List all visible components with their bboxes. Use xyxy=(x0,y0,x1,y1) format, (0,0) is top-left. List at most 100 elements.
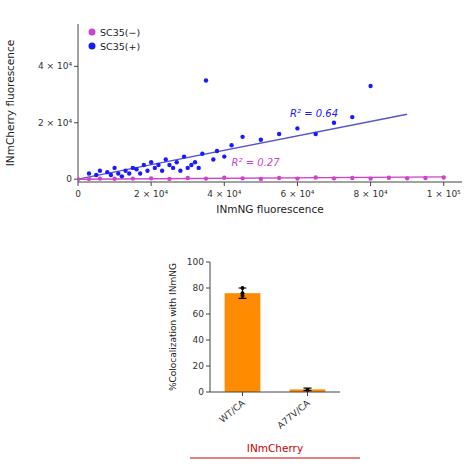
x-axis-label: INmCherry xyxy=(247,442,303,454)
scatter-point xyxy=(178,169,182,173)
scatter-point xyxy=(295,126,299,130)
y-tick-label: 100 xyxy=(187,257,204,267)
scatter-point xyxy=(105,170,109,174)
scatter-point xyxy=(240,176,244,180)
y-tick xyxy=(74,179,78,180)
scatter-point xyxy=(211,157,215,161)
legend-label: SC35(−) xyxy=(100,27,140,38)
y-axis-label: %Colocalization with INmNG xyxy=(168,263,178,391)
scatter-point xyxy=(145,169,149,173)
scatter-point xyxy=(87,177,91,181)
data-point xyxy=(241,294,245,298)
y-tick xyxy=(206,366,210,367)
scatter-point xyxy=(87,171,91,175)
plot-area xyxy=(225,286,326,392)
scatter-point xyxy=(200,152,204,156)
scatter-point xyxy=(189,163,193,167)
scatter-point xyxy=(204,176,208,180)
x-tick xyxy=(242,392,243,396)
scatter-point xyxy=(120,174,124,178)
scatter-point xyxy=(138,171,142,175)
scatter-point xyxy=(98,176,102,180)
figure: 0 2 × 10⁴ 4 × 10⁴ 6 × 10⁴ 8 × 10⁴ 1 × 10⁵ 0 2 ×… xyxy=(0,0,474,474)
annotation: R² = 0.64 xyxy=(290,108,338,119)
scatter-point xyxy=(164,157,168,161)
scatter-point xyxy=(350,115,354,119)
bar-chart: 020406080100WT/CAA77V/CA%Colocalization … xyxy=(168,257,360,458)
x-tick-label: 2 × 10⁴ xyxy=(134,189,168,199)
scatter-point xyxy=(259,177,263,181)
scatter-point xyxy=(277,132,281,136)
scatter-point xyxy=(215,149,219,153)
x-tick xyxy=(78,182,79,186)
scatter-point xyxy=(332,121,336,125)
scatter-point xyxy=(171,166,175,170)
scatter-point xyxy=(142,163,146,167)
x-axis-label: INmNG fluorescence xyxy=(216,203,323,215)
scatter-point xyxy=(295,176,299,180)
scatter-point xyxy=(134,167,138,171)
scatter-point xyxy=(153,166,157,170)
scatter-point xyxy=(193,160,197,164)
y-tick-label: 0 xyxy=(198,387,204,397)
scatter-point xyxy=(175,160,179,164)
scatter-point xyxy=(182,154,186,158)
scatter-point xyxy=(405,176,409,180)
y-tick xyxy=(206,340,210,341)
bar xyxy=(225,293,261,392)
y-axis-line xyxy=(78,24,79,182)
scatter-point xyxy=(368,176,372,180)
x-axis-line xyxy=(78,182,462,183)
scatter-point xyxy=(350,176,354,180)
scatter-point xyxy=(368,84,372,88)
x-tick xyxy=(370,182,371,186)
x-tick xyxy=(297,182,298,186)
x-tick-label: 8 × 10⁴ xyxy=(354,189,388,199)
x-tick-label: WT/CA xyxy=(217,397,247,424)
scatter-point xyxy=(442,175,446,179)
regression-line xyxy=(78,114,407,179)
scatter-point xyxy=(160,169,164,173)
legend-marker xyxy=(89,29,96,36)
scatter-point xyxy=(131,176,135,180)
y-tick xyxy=(206,288,210,289)
y-tick-label: 60 xyxy=(193,309,205,319)
y-tick xyxy=(206,262,210,263)
scatter-point xyxy=(229,143,233,147)
scatter-chart: 02 × 10⁴4 × 10⁴6 × 10⁴8 × 10⁴1 × 10⁵02 ×… xyxy=(4,24,462,215)
scatter-point xyxy=(314,175,318,179)
x-tick-label: 6 × 10⁴ xyxy=(280,189,314,199)
scatter-point xyxy=(149,160,153,164)
x-tick-label: 0 xyxy=(75,189,81,199)
scatter-point xyxy=(149,176,153,180)
scatter-point xyxy=(186,176,190,180)
scatter-point xyxy=(423,176,427,180)
scatter-point xyxy=(78,177,80,181)
y-tick-label: 2 × 10⁴ xyxy=(38,118,72,128)
scatter-point xyxy=(196,166,200,170)
scatter-point xyxy=(98,169,102,173)
x-tick-label: 1 × 10⁵ xyxy=(427,189,461,199)
legend-label: SC35(+) xyxy=(100,41,140,52)
scatter-point xyxy=(240,135,244,139)
scatter-point xyxy=(259,137,263,141)
scatter-point xyxy=(127,171,131,175)
x-tick xyxy=(224,182,225,186)
data-point xyxy=(306,388,310,392)
x-axis-line xyxy=(210,392,340,393)
y-tick-label: 4 × 10⁴ xyxy=(38,61,72,71)
y-tick xyxy=(206,392,210,393)
scatter-point xyxy=(387,176,391,180)
plot-area xyxy=(78,78,446,181)
scatter-point xyxy=(167,163,171,167)
scatter-point xyxy=(112,177,116,181)
x-tick xyxy=(307,392,308,396)
legend: SC35(−) SC35(+) xyxy=(89,27,141,52)
scatter-point xyxy=(112,166,116,170)
scatter-point xyxy=(109,173,113,177)
annotation: R² = 0.27 xyxy=(232,157,281,168)
scatter-point xyxy=(222,176,226,180)
y-tick xyxy=(74,122,78,123)
y-tick-label: 20 xyxy=(193,361,205,371)
scatter-point xyxy=(314,132,318,136)
